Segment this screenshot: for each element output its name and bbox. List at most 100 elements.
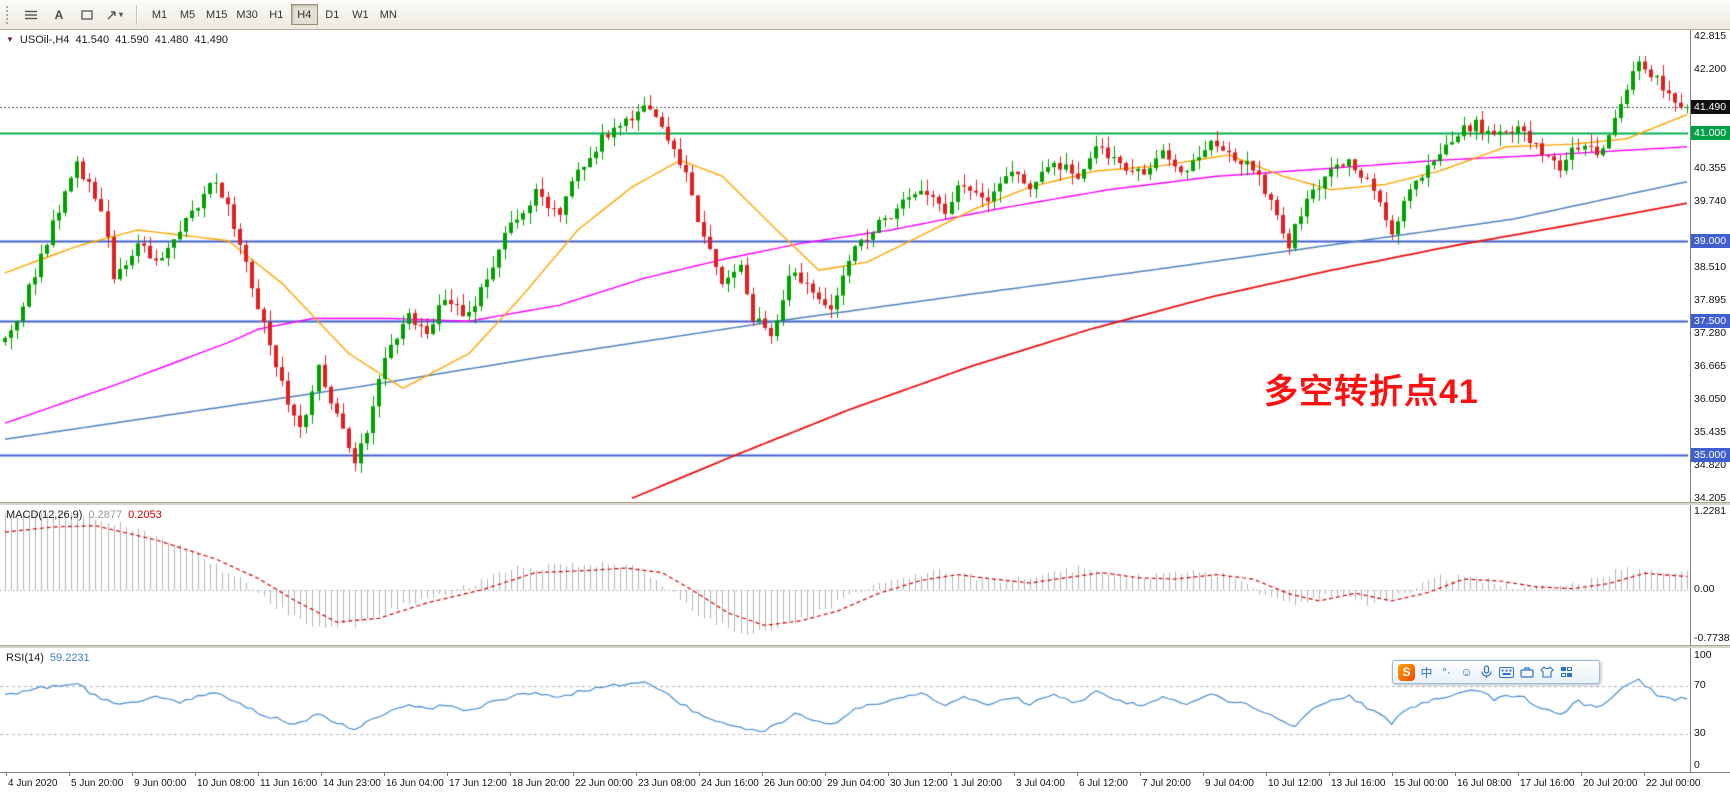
time-axis-label: 16 Jun 04:00	[386, 778, 444, 789]
time-axis-tick	[1329, 773, 1330, 776]
shapes-tool-button[interactable]	[74, 4, 100, 26]
macd-name: MACD(12,26,9)	[6, 509, 83, 521]
rectangle-icon	[81, 9, 93, 20]
time-axis-tick	[510, 773, 511, 776]
time-axis-label: 15 Jul 00:00	[1394, 778, 1449, 789]
time-axis-label: 18 Jun 20:00	[512, 778, 570, 789]
macd-signal-value: 0.2053	[128, 509, 162, 521]
time-axis-tick	[1140, 773, 1141, 776]
time-axis-tick	[132, 773, 133, 776]
time-axis-tick	[258, 773, 259, 776]
voice-input-icon[interactable]	[1478, 664, 1495, 681]
time-axis-tick	[69, 773, 70, 776]
price-axis-label: 37.895	[1694, 294, 1727, 306]
time-axis-label: 10 Jun 08:00	[197, 778, 255, 789]
rsi-axis[interactable]: 100 70 30 0	[1690, 648, 1730, 772]
macd-axis-max: 1.2281	[1694, 505, 1727, 517]
price-axis-label: 40.355	[1694, 162, 1727, 174]
time-axis-label: 9 Jun 00:00	[134, 778, 187, 789]
chart-open: 41.540	[75, 34, 110, 46]
time-axis-label: 22 Jul 00:00	[1646, 778, 1701, 789]
price-axis-label: 38.510	[1694, 261, 1727, 273]
timeframe-M1[interactable]: M1	[146, 4, 173, 25]
rsi-name: RSI(14)	[6, 652, 44, 664]
time-axis-label: 5 Jun 20:00	[71, 778, 124, 789]
macd-canvas[interactable]	[0, 505, 1690, 645]
layout-grid-icon[interactable]	[1558, 664, 1575, 681]
chart-marker-icon: ▼	[6, 35, 14, 44]
time-axis-tick	[951, 773, 952, 776]
chart-symbol: USOil-,H4	[19, 34, 70, 46]
chevron-down-icon: ▾	[118, 10, 123, 19]
price-axis-label: 42.200	[1694, 63, 1727, 75]
time-axis-label: 13 Jul 16:00	[1331, 778, 1386, 789]
time-axis-label: 24 Jun 16:00	[701, 778, 759, 789]
panel-splitter[interactable]	[0, 502, 1730, 505]
timeframe-M5[interactable]: M5	[174, 4, 201, 25]
chart-low: 41.480	[154, 34, 189, 46]
rsi-axis-0: 0	[1694, 759, 1700, 771]
ime-toolbar: S 中 °· ☺	[1392, 660, 1600, 684]
top-toolbar: A ▾ M1 M5 M15 M30 H1 H4 D1 W1 MN	[0, 0, 1730, 30]
skin-icon[interactable]	[1538, 664, 1555, 681]
time-axis-tick	[1518, 773, 1519, 776]
macd-axis[interactable]: 1.2281 0.00 -0.7738	[1690, 505, 1730, 645]
text-tool-button[interactable]: A	[46, 4, 72, 26]
main-chart-panel: ▼ USOil-,H4 41.540 41.590 41.480 41.490 …	[0, 30, 1730, 504]
time-axis-tick	[888, 773, 889, 776]
time-axis-tick	[1077, 773, 1078, 776]
timeframe-D1[interactable]: D1	[319, 4, 346, 25]
timeframe-M15[interactable]: M15	[202, 4, 231, 25]
rsi-header: RSI(14) 59.2231	[6, 652, 90, 664]
toolbar-separator	[136, 4, 138, 25]
time-axis-label: 22 Jun 00:00	[575, 778, 633, 789]
price-axis[interactable]: 42.815 42.200 40.355 39.740 38.510 37.895 37.2…	[1690, 30, 1730, 504]
timeframe-W1[interactable]: W1	[347, 4, 374, 25]
toolbox-icon[interactable]	[1518, 664, 1535, 681]
price-axis-label: 34.205	[1694, 492, 1727, 504]
time-axis-tick	[762, 773, 763, 776]
time-axis-label: 3 Jul 04:00	[1016, 778, 1065, 789]
timeframe-group: M1 M5 M15 M30 H1 H4 D1 W1 MN	[146, 4, 402, 25]
panel-splitter[interactable]	[0, 645, 1730, 648]
time-axis-tick	[1392, 773, 1393, 776]
rsi-value: 59.2231	[49, 652, 90, 664]
macd-main-value: 0.2877	[88, 509, 123, 521]
time-axis-label: 7 Jul 20:00	[1142, 778, 1191, 789]
arrows-tool-button[interactable]: ▾	[102, 4, 128, 26]
punctuation-icon[interactable]: °·	[1442, 665, 1451, 679]
time-axis-label: 14 Jun 23:00	[323, 778, 381, 789]
timeframe-H1[interactable]: H1	[263, 4, 290, 25]
main-chart-canvas[interactable]	[0, 30, 1690, 502]
time-axis-tick	[1644, 773, 1645, 776]
time-axis-tick	[447, 773, 448, 776]
time-axis-label: 16 Jul 08:00	[1457, 778, 1512, 789]
time-axis-label: 23 Jun 08:00	[638, 778, 696, 789]
time-axis-tick	[825, 773, 826, 776]
timeframe-MN[interactable]: MN	[375, 4, 402, 25]
time-axis-tick	[1014, 773, 1015, 776]
rsi-panel: RSI(14) 59.2231 100 70 30 0 S 中 °· ☺	[0, 648, 1730, 772]
text-tool-icon: A	[54, 7, 64, 22]
emoji-icon[interactable]: ☺	[1460, 665, 1473, 679]
time-axis-tick	[6, 773, 7, 776]
price-axis-label: 36.665	[1694, 360, 1727, 372]
price-axis-label: 35.435	[1694, 426, 1727, 438]
chart-annotation: 多空转折点41	[1264, 373, 1479, 411]
time-axis-label: 4 Jun 2020	[8, 778, 58, 789]
sogou-logo-icon[interactable]: S	[1398, 663, 1415, 681]
price-axis-label: 36.050	[1694, 393, 1727, 405]
time-axis-label: 20 Jul 20:00	[1583, 778, 1638, 789]
price-axis-label: 42.815	[1694, 30, 1727, 42]
soft-keyboard-icon[interactable]	[1498, 664, 1515, 681]
timeframe-M30[interactable]: M30	[232, 4, 261, 25]
time-axis[interactable]: 4 Jun 2020 5 Jun 20:00 9 Jun 00:00 10 Jun 0…	[0, 772, 1730, 794]
line-studies-tool-button[interactable]	[18, 4, 44, 26]
time-axis-label: 10 Jul 12:00	[1268, 778, 1323, 789]
time-axis-label: 1 Jul 20:00	[953, 778, 1002, 789]
chinese-mode-icon[interactable]: 中	[1420, 665, 1433, 680]
toolbar-grip[interactable]	[6, 5, 11, 24]
time-axis-label: 9 Jul 04:00	[1205, 778, 1254, 789]
time-axis-tick	[573, 773, 574, 776]
timeframe-H4[interactable]: H4	[290, 4, 318, 25]
